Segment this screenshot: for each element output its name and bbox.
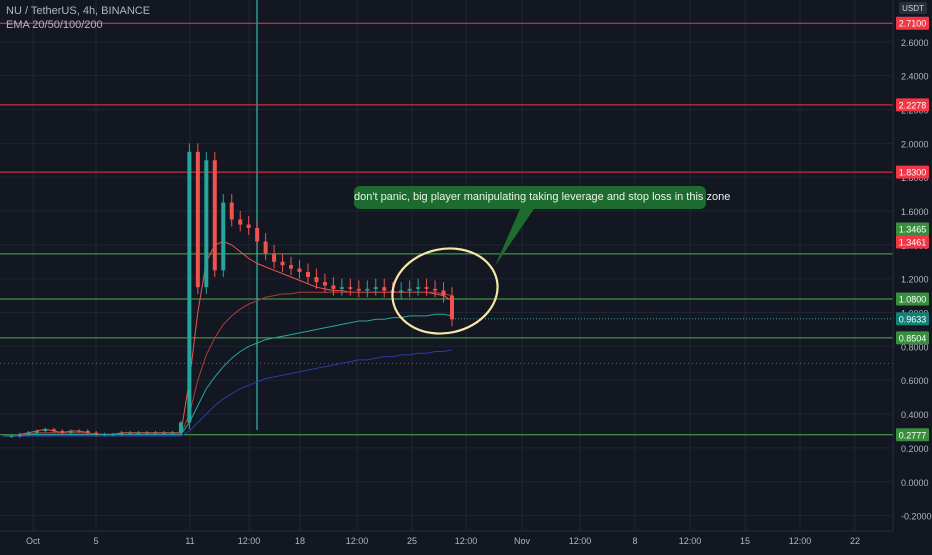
currency-badge-label: USDT	[902, 4, 924, 13]
candle-body	[43, 429, 47, 431]
candle-body	[94, 433, 98, 435]
x-tick-label: 15	[740, 536, 750, 546]
candle-body	[52, 429, 56, 431]
ema-line-ema20	[3, 242, 452, 437]
candle-body	[442, 291, 446, 296]
candle-body	[26, 433, 30, 435]
candle-body	[281, 262, 285, 265]
candle-body	[69, 431, 73, 433]
candle-body	[374, 287, 378, 289]
candle-body	[247, 225, 251, 228]
candle-body	[145, 433, 149, 434]
candle-body	[170, 433, 174, 434]
price-tag-label: 1.0800	[899, 295, 927, 305]
candle-body	[111, 434, 115, 435]
candle-body	[348, 287, 352, 289]
candle-body	[187, 152, 191, 423]
candle-body	[213, 160, 217, 270]
x-tick-label: Oct	[26, 536, 41, 546]
candle-body	[314, 277, 318, 282]
candle-body	[120, 433, 124, 435]
candle-body	[272, 253, 276, 261]
candle-body	[128, 433, 132, 434]
candle-body	[77, 431, 81, 432]
y-tick-label: 1.2000	[901, 275, 929, 285]
ema-line-ema100	[3, 314, 452, 436]
y-tick-label: 0.4000	[901, 410, 929, 420]
candle-body	[9, 436, 13, 437]
price-tag-label: 2.7100	[899, 19, 927, 29]
candle-body	[137, 433, 141, 434]
y-tick-label: 0.2000	[901, 444, 929, 454]
candle-body	[230, 203, 234, 220]
candle-body	[399, 291, 403, 293]
candle-body	[60, 431, 64, 433]
price-tag-label: 0.2777	[899, 430, 927, 440]
price-tag-label: 1.3461	[899, 238, 927, 248]
price-tag-label: 0.9633	[899, 314, 927, 324]
candle-body	[255, 228, 259, 242]
x-tick-label: 22	[850, 536, 860, 546]
candle-body	[298, 269, 302, 272]
y-tick-label: -0.2000	[901, 512, 932, 522]
symbol-title: NU / TetherUS, 4h, BINANCE	[6, 5, 150, 17]
x-tick-label: 12:00	[455, 536, 478, 546]
candle-body	[365, 289, 369, 291]
candle-body	[450, 296, 454, 320]
candle-body	[340, 287, 344, 289]
candle-body	[35, 431, 39, 433]
x-tick-label: 12:00	[679, 536, 702, 546]
candle-body	[382, 287, 386, 290]
candle-body	[264, 241, 268, 253]
candle-body	[408, 289, 412, 291]
candle-body	[238, 220, 242, 225]
x-tick-label: 12:00	[569, 536, 592, 546]
y-tick-label: 0.0000	[901, 478, 929, 488]
x-tick-label: 12:00	[346, 536, 369, 546]
callout-pointer	[495, 209, 534, 266]
y-tick-label: 2.6000	[901, 38, 929, 48]
candle-body	[196, 152, 200, 287]
candle-body	[416, 287, 420, 289]
x-tick-label: 12:00	[238, 536, 261, 546]
candle-body	[204, 160, 208, 287]
x-tick-label: 8	[632, 536, 637, 546]
y-tick-label: 2.0000	[901, 139, 929, 149]
candle-body	[331, 285, 335, 288]
x-tick-label: 18	[295, 536, 305, 546]
x-tick-label: 5	[93, 536, 98, 546]
x-tick-label: 11	[185, 536, 194, 546]
candle-body	[433, 289, 437, 291]
candle-body	[323, 282, 327, 285]
candle-body	[153, 433, 157, 434]
indicator-legend[interactable]: EMA 20/50/100/200	[6, 19, 103, 31]
price-tag-label: 1.3465	[899, 225, 927, 235]
candle-body	[103, 434, 107, 435]
candle-body	[86, 431, 90, 433]
annotation-callout[interactable]: don't panic, big player manipulating tak…	[354, 186, 706, 209]
price-tag-label: 2.2278	[899, 100, 927, 110]
candle-body	[179, 423, 183, 433]
price-tag-label: 1.8300	[899, 168, 927, 178]
candle-body	[18, 434, 22, 436]
y-tick-label: 2.4000	[901, 72, 929, 82]
price-tag-label: 0.8504	[899, 333, 927, 343]
x-tick-label: Nov	[514, 536, 531, 546]
candle-body	[162, 433, 166, 434]
y-tick-label: 0.6000	[901, 376, 929, 386]
candle-body	[221, 203, 225, 271]
x-tick-label: 25	[407, 536, 417, 546]
candle-body	[306, 272, 310, 277]
candle-body	[289, 265, 293, 268]
y-tick-label: 1.6000	[901, 207, 929, 217]
candle-body	[357, 289, 361, 291]
x-tick-label: 12:00	[789, 536, 812, 546]
candle-body	[425, 287, 429, 289]
